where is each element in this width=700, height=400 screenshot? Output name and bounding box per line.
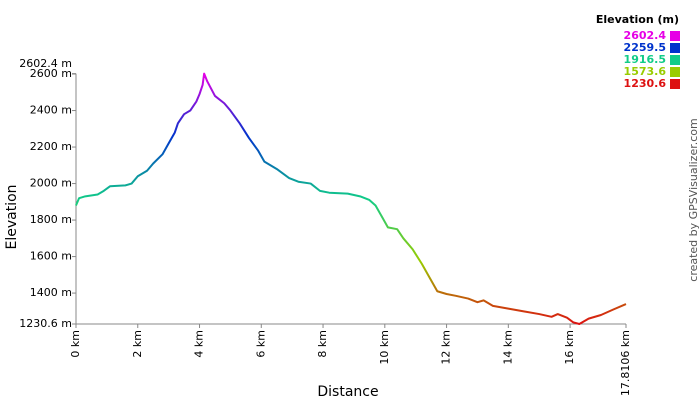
legend-label: 1230.6: [624, 77, 667, 90]
legend-title: Elevation (m): [596, 13, 679, 26]
x-tick-label: 4 km: [193, 330, 206, 358]
legend-swatch: [670, 79, 680, 89]
x-axis-label: Distance: [317, 384, 378, 400]
legend-label: 1916.5: [624, 53, 666, 66]
y-tick-label: 2602.4 m: [19, 57, 72, 70]
x-tick-label: 0 km: [69, 330, 82, 358]
y-tick-label: 2000 m: [30, 177, 72, 190]
x-tick-label: 12 km: [440, 330, 453, 365]
x-tick-label: 14 km: [501, 330, 514, 365]
x-tick-label: 6 km: [254, 330, 267, 358]
legend-label: 1573.6: [624, 65, 667, 78]
elevation-line: [75, 72, 627, 325]
y-axis-label: Elevation: [4, 184, 20, 249]
x-tick-label: 2 km: [131, 330, 144, 358]
legend-swatch: [670, 67, 680, 77]
legend-label: 2602.4: [624, 29, 667, 42]
y-tick-label: 1800 m: [30, 213, 72, 226]
legend-swatch: [670, 31, 680, 41]
y-tick-label: 2600 m: [30, 67, 72, 80]
credit: created by GPSVisualizer.com: [687, 118, 700, 281]
y-tick-label: 1400 m: [30, 286, 72, 299]
y-tick-label: 1230.6 m: [19, 317, 72, 330]
legend-swatch: [670, 43, 680, 53]
legend-label: 2259.5: [624, 41, 666, 54]
x-tick-label: 10 km: [378, 330, 391, 365]
y-tick-label: 1600 m: [30, 250, 72, 263]
x-tick-label: 16 km: [563, 330, 576, 365]
x-tick-label: 8 km: [316, 330, 329, 358]
legend-swatch: [670, 55, 680, 65]
y-tick-label: 2400 m: [30, 104, 72, 117]
y-tick-label: 2200 m: [30, 140, 72, 153]
x-tick-label: 17.8106 km: [619, 330, 632, 396]
